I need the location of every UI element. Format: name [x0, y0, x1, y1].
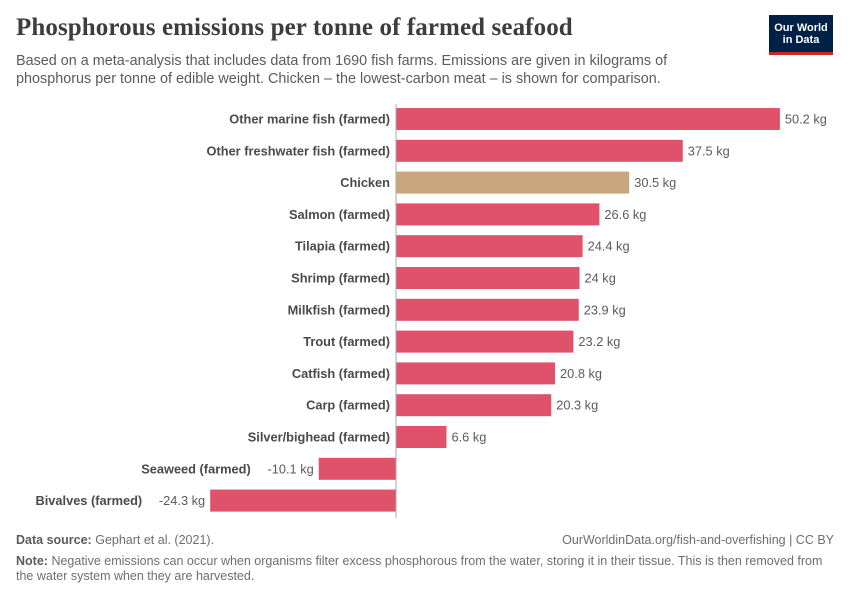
category-label: Bivalves (farmed)	[35, 493, 142, 508]
value-label: 20.3 kg	[556, 398, 598, 413]
value-label: 30.5 kg	[634, 175, 676, 190]
note-label: Note:	[16, 554, 48, 568]
note-text: Negative emissions can occur when organi…	[16, 554, 823, 583]
bar[interactable]	[396, 298, 579, 321]
bar[interactable]	[396, 108, 780, 130]
data-source: Data source: Gephart et al. (2021).	[16, 533, 214, 547]
category-label: Shrimp (farmed)	[291, 271, 390, 286]
category-label: Seaweed (farmed)	[141, 461, 251, 476]
value-label: 23.9 kg	[584, 302, 626, 317]
bar[interactable]	[396, 171, 630, 194]
value-label: 26.6 kg	[604, 207, 646, 222]
value-label: -10.1 kg	[268, 461, 314, 476]
category-label: Other freshwater fish (farmed)	[207, 143, 390, 158]
data-source-label: Data source:	[16, 533, 92, 547]
category-label: Tilapia (farmed)	[295, 239, 390, 254]
value-label: 24.4 kg	[588, 239, 630, 254]
footer-note: Note: Negative emissions can occur when …	[16, 554, 826, 584]
footer-url[interactable]: OurWorldinData.org/fish-and-overfishing …	[562, 533, 834, 547]
value-label: 6.6 kg	[451, 430, 486, 445]
bar[interactable]	[396, 330, 574, 353]
data-source-link[interactable]: Gephart et al. (2021).	[95, 533, 215, 547]
bar[interactable]	[318, 457, 396, 480]
category-label: Other marine fish (farmed)	[229, 112, 390, 127]
category-label: Trout (farmed)	[303, 334, 390, 349]
category-label: Silver/bighead (farmed)	[248, 430, 390, 445]
owid-logo[interactable]: Our World in Data	[769, 15, 833, 55]
bar[interactable]	[396, 267, 580, 289]
category-label: Catfish (farmed)	[292, 366, 390, 381]
bar[interactable]	[396, 394, 552, 417]
chart-subtitle: Based on a meta-analysis that includes d…	[16, 53, 668, 87]
value-label: 23.2 kg	[578, 334, 620, 349]
bar[interactable]	[396, 426, 447, 448]
bar-chart: Other marine fish (farmed) 50.2 kg Other f…	[35, 104, 827, 518]
bar[interactable]	[210, 489, 396, 512]
category-label: Milkfish (farmed)	[288, 302, 390, 317]
value-label: 24 kg	[585, 271, 616, 286]
value-label: -24.3 kg	[159, 493, 205, 508]
bar[interactable]	[396, 203, 600, 226]
chart-title: Phosphorous emissions per tonne of farme…	[16, 14, 573, 41]
bar[interactable]	[396, 362, 556, 385]
value-label: 50.2 kg	[785, 112, 827, 127]
value-label: 37.5 kg	[688, 143, 730, 158]
logo-line-2: in Data	[782, 33, 820, 46]
value-label: 20.8 kg	[560, 366, 602, 381]
bar[interactable]	[396, 139, 683, 162]
logo-line-1: Our World	[774, 21, 828, 34]
category-label: Carp (farmed)	[306, 398, 390, 413]
category-label: Chicken	[340, 175, 390, 190]
bar[interactable]	[396, 235, 583, 258]
category-label: Salmon (farmed)	[289, 207, 390, 222]
